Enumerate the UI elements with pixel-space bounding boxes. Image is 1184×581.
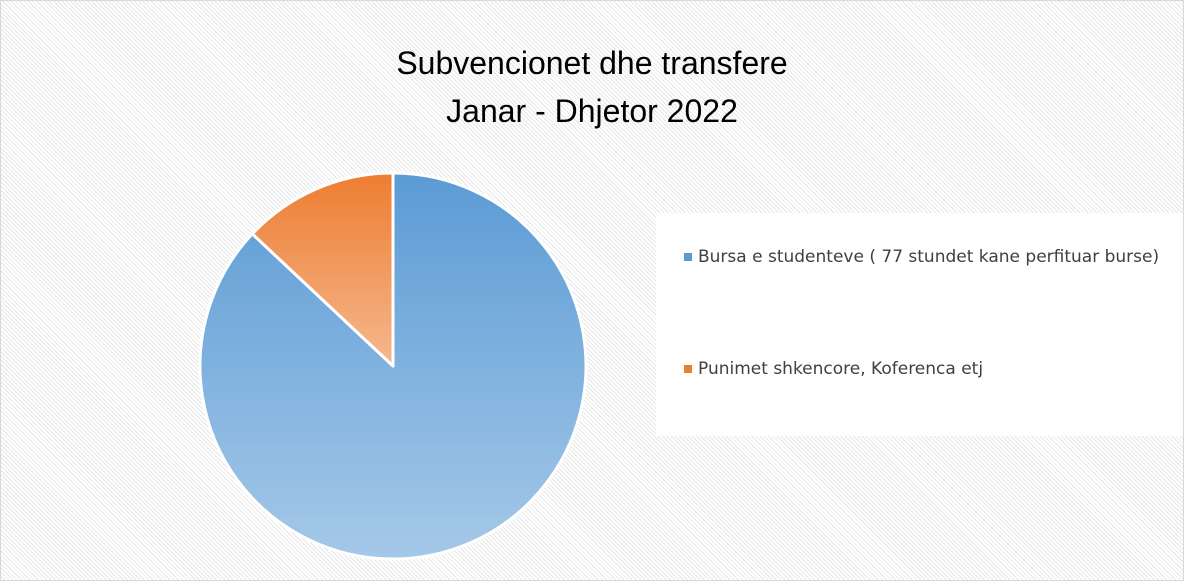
legend-label: Punimet shkencore, Koferenca etj bbox=[698, 359, 984, 379]
legend-label: Bursa e studenteve ( 77 stundet kane per… bbox=[698, 247, 1160, 267]
legend-item: Punimet shkencore, Koferenca etj bbox=[684, 355, 1178, 383]
legend-item: Bursa e studenteve ( 77 stundet kane per… bbox=[684, 243, 1178, 271]
legend-swatch bbox=[684, 365, 692, 373]
legend: Bursa e studenteve ( 77 stundet kane per… bbox=[656, 213, 1183, 436]
chart-subtitle: Janar - Dhjetor 2022 bbox=[446, 93, 738, 129]
pie-slice bbox=[250, 171, 395, 368]
chart-title: Subvencionet dhe transfere bbox=[396, 45, 788, 81]
legend-swatch bbox=[684, 253, 692, 261]
